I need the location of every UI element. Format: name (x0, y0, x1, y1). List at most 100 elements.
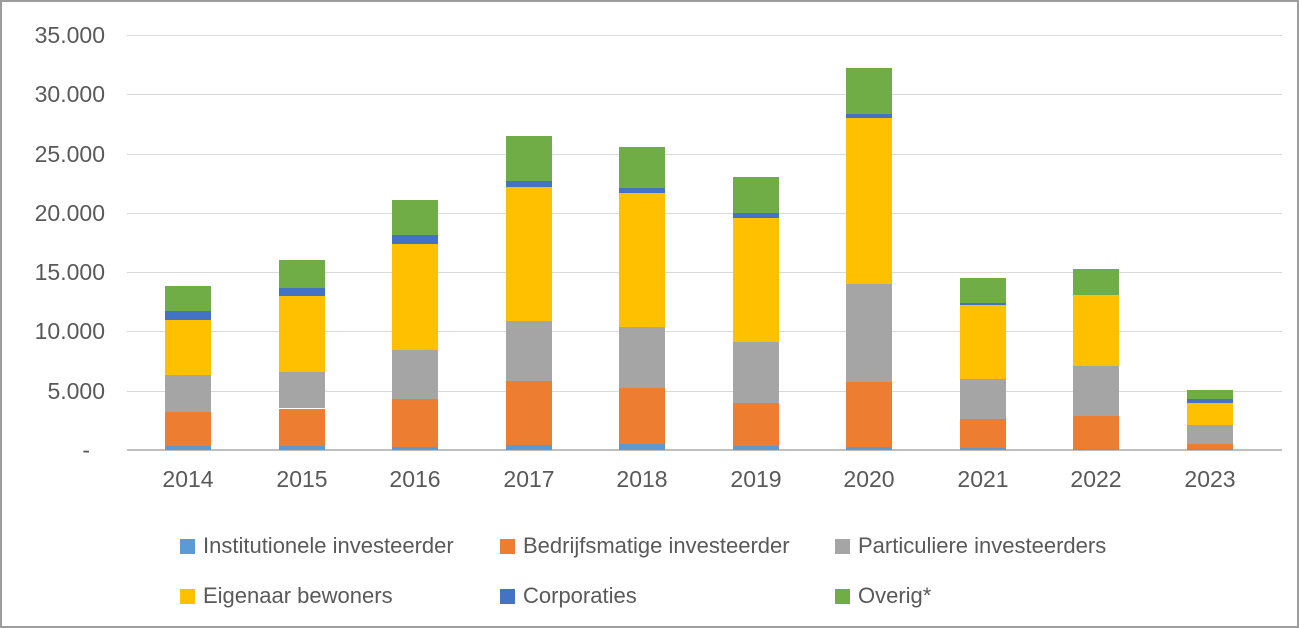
bar-2015-segment-corporaties (279, 287, 325, 296)
gridline (127, 391, 1282, 392)
gridline (127, 94, 1282, 95)
y-axis-tick-label: 25.000 (34, 141, 105, 167)
x-axis-label-2020: 2020 (843, 466, 895, 492)
bar-2019-segment-institutionele-investeerder (733, 446, 779, 450)
bar-2023-segment-institutionele-investeerder (1187, 448, 1233, 450)
bar-2022-segment-institutionele-investeerder (1073, 448, 1119, 450)
y-axis-tick-label: 10.000 (34, 318, 105, 344)
legend-item-corporaties: Corporaties (500, 583, 637, 609)
gridline (127, 35, 1282, 36)
bar-2018-segment-bedrijfsmatige-investeerder (619, 388, 665, 444)
legend-swatch-icon (835, 538, 850, 554)
y-axis-tick-label: 35.000 (34, 22, 105, 48)
gridline (127, 272, 1282, 273)
bar-2021-segment-institutionele-investeerder (960, 448, 1006, 450)
bar-2014-segment-bedrijfsmatige-investeerder (165, 412, 211, 447)
bar-2022-segment-particuliere-investeerders (1073, 365, 1119, 416)
legend-swatch-icon (500, 588, 515, 604)
legend-label: Eigenaar bewoners (203, 583, 393, 608)
bar-2020-segment-corporaties (846, 114, 892, 118)
y-axis-tick-label: 20.000 (34, 200, 105, 226)
legend-label: Institutionele investeerder (203, 533, 454, 558)
bar-2016-segment-overig (392, 199, 438, 236)
bar-2022-segment-eigenaar-bewoners (1073, 294, 1119, 366)
bar-2014-segment-overig (165, 286, 211, 312)
bar-2014-segment-eigenaar-bewoners (165, 319, 211, 376)
bar-2015-segment-overig (279, 260, 325, 288)
bar-2023-segment-particuliere-investeerders (1187, 425, 1233, 445)
legend-swatch-icon (180, 538, 195, 554)
bar-2014-segment-particuliere-investeerders (165, 375, 211, 413)
bar-2023-segment-corporaties (1187, 399, 1233, 403)
legend-item-institutionele-investeerder: Institutionele investeerder (180, 533, 454, 559)
bar-2018-segment-corporaties (619, 188, 665, 193)
bar-2015-segment-eigenaar-bewoners (279, 295, 325, 372)
bar-2021-segment-particuliere-investeerders (960, 378, 1006, 420)
bar-2018-segment-institutionele-investeerder (619, 444, 665, 450)
gridline (127, 213, 1282, 214)
gridline (127, 154, 1282, 155)
legend-label: Bedrijfsmatige investeerder (523, 533, 790, 558)
x-axis-label-2023: 2023 (1184, 466, 1236, 492)
bar-2022-segment-overig (1073, 268, 1119, 295)
y-axis-tick-label: 15.000 (34, 259, 105, 285)
x-axis-label-2014: 2014 (162, 466, 214, 492)
gridline (127, 331, 1282, 332)
y-axis-tick-label: - (82, 437, 90, 463)
bar-2016-segment-institutionele-investeerder (392, 447, 438, 450)
legend-item-particuliere-investeerders: Particuliere investeerders (835, 533, 1106, 559)
x-axis-label-2021: 2021 (957, 466, 1009, 492)
bar-2018-segment-overig (619, 146, 665, 188)
legend-item-bedrijfsmatige-investeerder: Bedrijfsmatige investeerder (500, 533, 790, 559)
bar-2019-segment-bedrijfsmatige-investeerder (733, 402, 779, 447)
legend-swatch-icon (835, 588, 850, 604)
bar-2020-segment-bedrijfsmatige-investeerder (846, 382, 892, 447)
bar-2019-segment-corporaties (733, 212, 779, 218)
legend-swatch-icon (180, 588, 195, 604)
y-axis-tick-label: 5.000 (47, 378, 105, 404)
x-axis-label-2018: 2018 (616, 466, 668, 492)
bar-2023-segment-eigenaar-bewoners (1187, 402, 1233, 426)
bar-2021-segment-eigenaar-bewoners (960, 305, 1006, 379)
x-axis-line (127, 449, 1282, 451)
bar-2017-segment-corporaties (506, 181, 552, 187)
y-axis-tick-label: 30.000 (34, 81, 105, 107)
bar-2017-segment-overig (506, 136, 552, 182)
x-axis-label-2017: 2017 (503, 466, 555, 492)
bar-2018-segment-particuliere-investeerders (619, 326, 665, 389)
legend-label: Overig* (858, 583, 932, 608)
bar-2019-segment-particuliere-investeerders (733, 342, 779, 403)
x-axis-label-2016: 2016 (389, 466, 441, 492)
bar-2015-segment-particuliere-investeerders (279, 371, 325, 409)
bar-2021-segment-bedrijfsmatige-investeerder (960, 419, 1006, 449)
bar-2023-segment-overig (1187, 389, 1233, 399)
bar-2021-segment-overig (960, 278, 1006, 303)
x-axis-label-2019: 2019 (730, 466, 782, 492)
bar-2018-segment-eigenaar-bewoners (619, 192, 665, 327)
bar-2020-segment-overig (846, 68, 892, 115)
legend-label: Corporaties (523, 583, 637, 608)
bar-2023-segment-bedrijfsmatige-investeerder (1187, 444, 1233, 449)
legend-label: Particuliere investeerders (858, 533, 1107, 558)
bar-2017-segment-institutionele-investeerder (506, 444, 552, 450)
bar-2021-segment-corporaties (960, 303, 1006, 306)
bar-2017-segment-bedrijfsmatige-investeerder (506, 381, 552, 445)
bar-2020-segment-institutionele-investeerder (846, 447, 892, 450)
bar-2017-segment-eigenaar-bewoners (506, 186, 552, 321)
bar-2015-segment-institutionele-investeerder (279, 446, 325, 450)
bar-2016-segment-particuliere-investeerders (392, 350, 438, 399)
bar-2017-segment-particuliere-investeerders (506, 320, 552, 382)
legend-item-overig: Overig* (835, 583, 931, 609)
bar-2016-segment-corporaties (392, 235, 438, 244)
bar-2014-segment-institutionele-investeerder (165, 446, 211, 450)
bar-2016-segment-bedrijfsmatige-investeerder (392, 399, 438, 447)
bar-2019-segment-overig (733, 177, 779, 213)
bar-2016-segment-eigenaar-bewoners (392, 243, 438, 351)
bar-2014-segment-corporaties (165, 311, 211, 320)
x-axis-label-2022: 2022 (1070, 466, 1122, 492)
bar-2019-segment-eigenaar-bewoners (733, 217, 779, 343)
bar-2020-segment-eigenaar-bewoners (846, 118, 892, 284)
bar-2015-segment-bedrijfsmatige-investeerder (279, 408, 325, 447)
bar-2020-segment-particuliere-investeerders (846, 284, 892, 383)
